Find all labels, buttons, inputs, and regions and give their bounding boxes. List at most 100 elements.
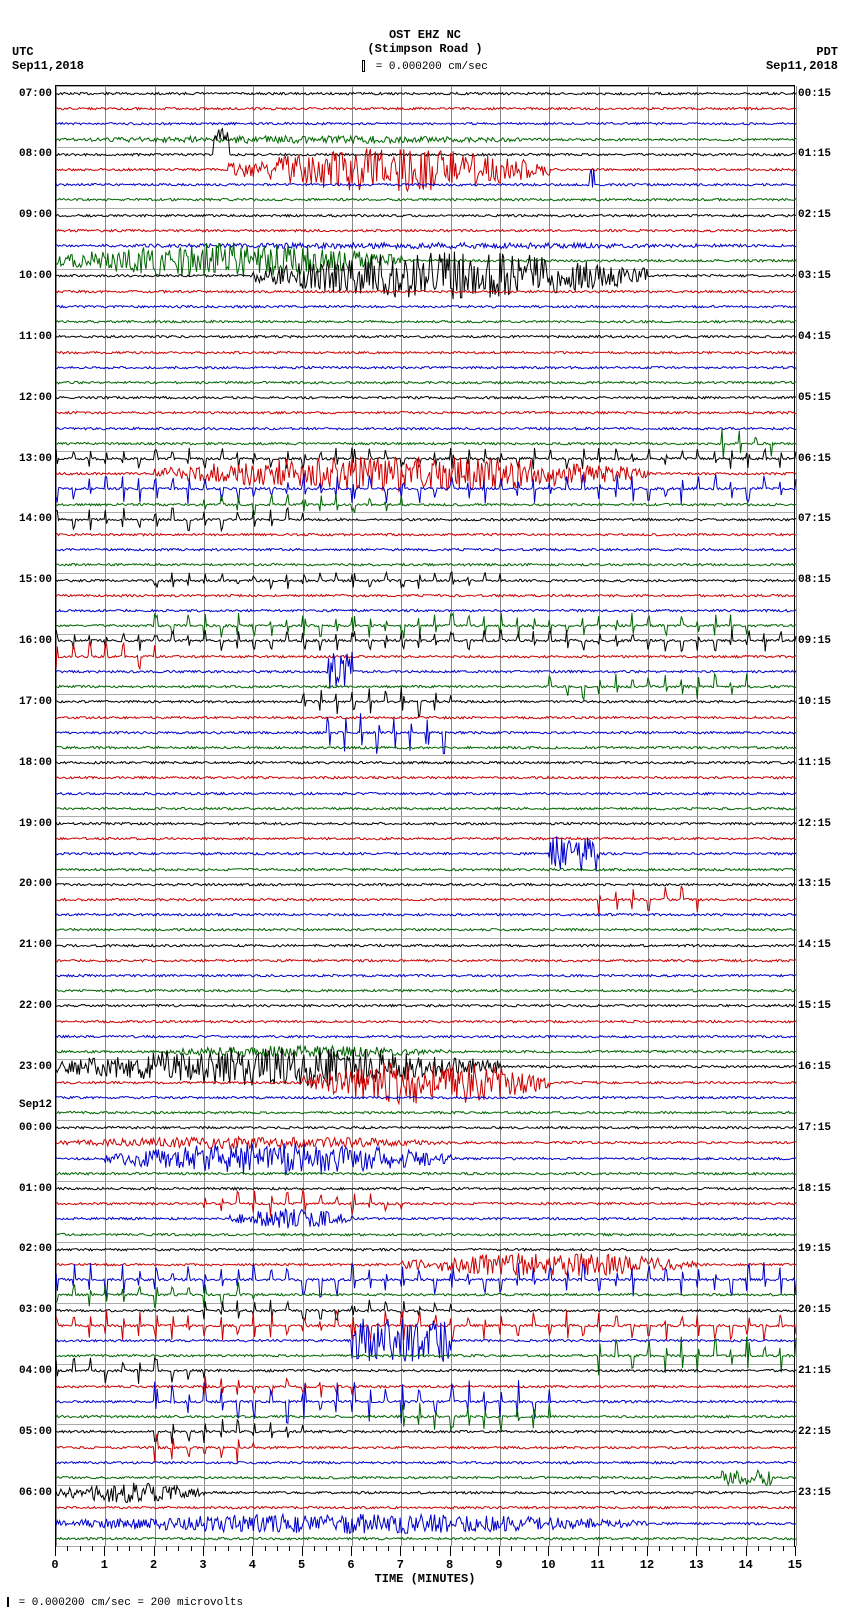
x-axis: TIME (MINUTES) 0123456789101112131415 (55, 1546, 795, 1586)
x-tick-minor (363, 1546, 364, 1551)
y-label-right: 04:15 (794, 331, 831, 343)
x-tick-label: 0 (51, 1558, 58, 1572)
y-label-left: 20:00 (19, 878, 56, 890)
y-label-left: 11:00 (19, 331, 56, 343)
y-label-right: 20:15 (794, 1304, 831, 1316)
x-tick-minor (326, 1546, 327, 1551)
y-label-right: 18:15 (794, 1183, 831, 1195)
x-tick-major (203, 1546, 204, 1556)
y-label-right: 06:15 (794, 453, 831, 465)
x-tick-minor (376, 1546, 377, 1551)
y-label-right: 08:15 (794, 574, 831, 586)
x-tick-minor (265, 1546, 266, 1551)
x-tick-minor (117, 1546, 118, 1551)
y-label-right: 09:15 (794, 635, 831, 647)
y-label-right: 05:15 (794, 392, 831, 404)
x-tick-minor (511, 1546, 512, 1551)
y-label-left: 02:00 (19, 1243, 56, 1255)
y-label-left: 23:00 (19, 1061, 56, 1073)
x-tick-minor (721, 1546, 722, 1551)
x-tick-minor (80, 1546, 81, 1551)
x-tick-label: 2 (150, 1558, 157, 1572)
y-label-left: 01:00 (19, 1183, 56, 1195)
x-tick-minor (191, 1546, 192, 1551)
y-label-left: 19:00 (19, 818, 56, 830)
x-tick-major (598, 1546, 599, 1556)
x-tick-major (252, 1546, 253, 1556)
helicorder-page: UTC Sep11,2018 OST EHZ NC (Stimpson Road… (0, 0, 850, 1613)
y-label-right: 23:15 (794, 1487, 831, 1499)
x-tick-minor (709, 1546, 710, 1551)
x-tick-minor (622, 1546, 623, 1551)
x-tick-minor (487, 1546, 488, 1551)
x-tick-label: 4 (249, 1558, 256, 1572)
x-tick-minor (573, 1546, 574, 1551)
x-tick-minor (672, 1546, 673, 1551)
y-label-right: 21:15 (794, 1365, 831, 1377)
y-label-right: 14:15 (794, 939, 831, 951)
x-tick-minor (610, 1546, 611, 1551)
footer: = 0.000200 cm/sec = 200 microvolts (4, 1597, 243, 1609)
x-tick-major (154, 1546, 155, 1556)
x-tick-label: 11 (590, 1558, 604, 1572)
y-label-left: 06:00 (19, 1487, 56, 1499)
x-axis-title: TIME (MINUTES) (55, 1572, 795, 1586)
y-label-right: 12:15 (794, 818, 831, 830)
y-label-right: 01:15 (794, 148, 831, 160)
x-tick-minor (536, 1546, 537, 1551)
x-tick-minor (339, 1546, 340, 1551)
x-tick-label: 6 (347, 1558, 354, 1572)
x-tick-minor (289, 1546, 290, 1551)
y-label-right: 10:15 (794, 696, 831, 708)
x-tick-minor (462, 1546, 463, 1551)
y-label-left: 17:00 (19, 696, 56, 708)
grid-vertical (796, 86, 797, 1546)
x-tick-minor (413, 1546, 414, 1551)
helicorder-plot: 07:0008:0009:0010:0011:0012:0013:0014:00… (55, 85, 795, 1547)
y-label-left: 10:00 (19, 270, 56, 282)
y-label-left: 21:00 (19, 939, 56, 951)
x-tick-label: 3 (199, 1558, 206, 1572)
x-tick-minor (561, 1546, 562, 1551)
x-tick-major (400, 1546, 401, 1556)
y-label-left: 16:00 (19, 635, 56, 647)
y-label-left: 09:00 (19, 209, 56, 221)
y-label-left: 15:00 (19, 574, 56, 586)
y-label-left: 04:00 (19, 1365, 56, 1377)
y-label-right: 15:15 (794, 1000, 831, 1012)
x-tick-major (647, 1546, 648, 1556)
x-tick-minor (388, 1546, 389, 1551)
y-label-right: 02:15 (794, 209, 831, 221)
x-tick-label: 14 (738, 1558, 752, 1572)
y-label-right: 16:15 (794, 1061, 831, 1073)
x-tick-minor (228, 1546, 229, 1551)
x-tick-major (302, 1546, 303, 1556)
x-tick-minor (92, 1546, 93, 1551)
x-tick-label: 8 (446, 1558, 453, 1572)
x-tick-label: 5 (298, 1558, 305, 1572)
x-tick-major (351, 1546, 352, 1556)
y-label-right: 07:15 (794, 513, 831, 525)
x-tick-label: 12 (640, 1558, 654, 1572)
x-tick-minor (635, 1546, 636, 1551)
x-tick-label: 15 (788, 1558, 802, 1572)
y-label-left: 14:00 (19, 513, 56, 525)
y-label-right: 13:15 (794, 878, 831, 890)
x-tick-minor (215, 1546, 216, 1551)
x-tick-minor (166, 1546, 167, 1551)
x-tick-label: 1 (101, 1558, 108, 1572)
x-tick-minor (314, 1546, 315, 1551)
x-tick-minor (277, 1546, 278, 1551)
x-tick-major (746, 1546, 747, 1556)
x-tick-major (55, 1546, 56, 1556)
y-label-right: 11:15 (794, 757, 831, 769)
y-label-right: 03:15 (794, 270, 831, 282)
x-tick-minor (129, 1546, 130, 1551)
x-tick-minor (425, 1546, 426, 1551)
y-label-left: 07:00 (19, 88, 56, 100)
x-tick-minor (437, 1546, 438, 1551)
x-tick-minor (659, 1546, 660, 1551)
x-tick-major (499, 1546, 500, 1556)
x-tick-major (696, 1546, 697, 1556)
y-label-left: Sep12 (19, 1099, 56, 1111)
